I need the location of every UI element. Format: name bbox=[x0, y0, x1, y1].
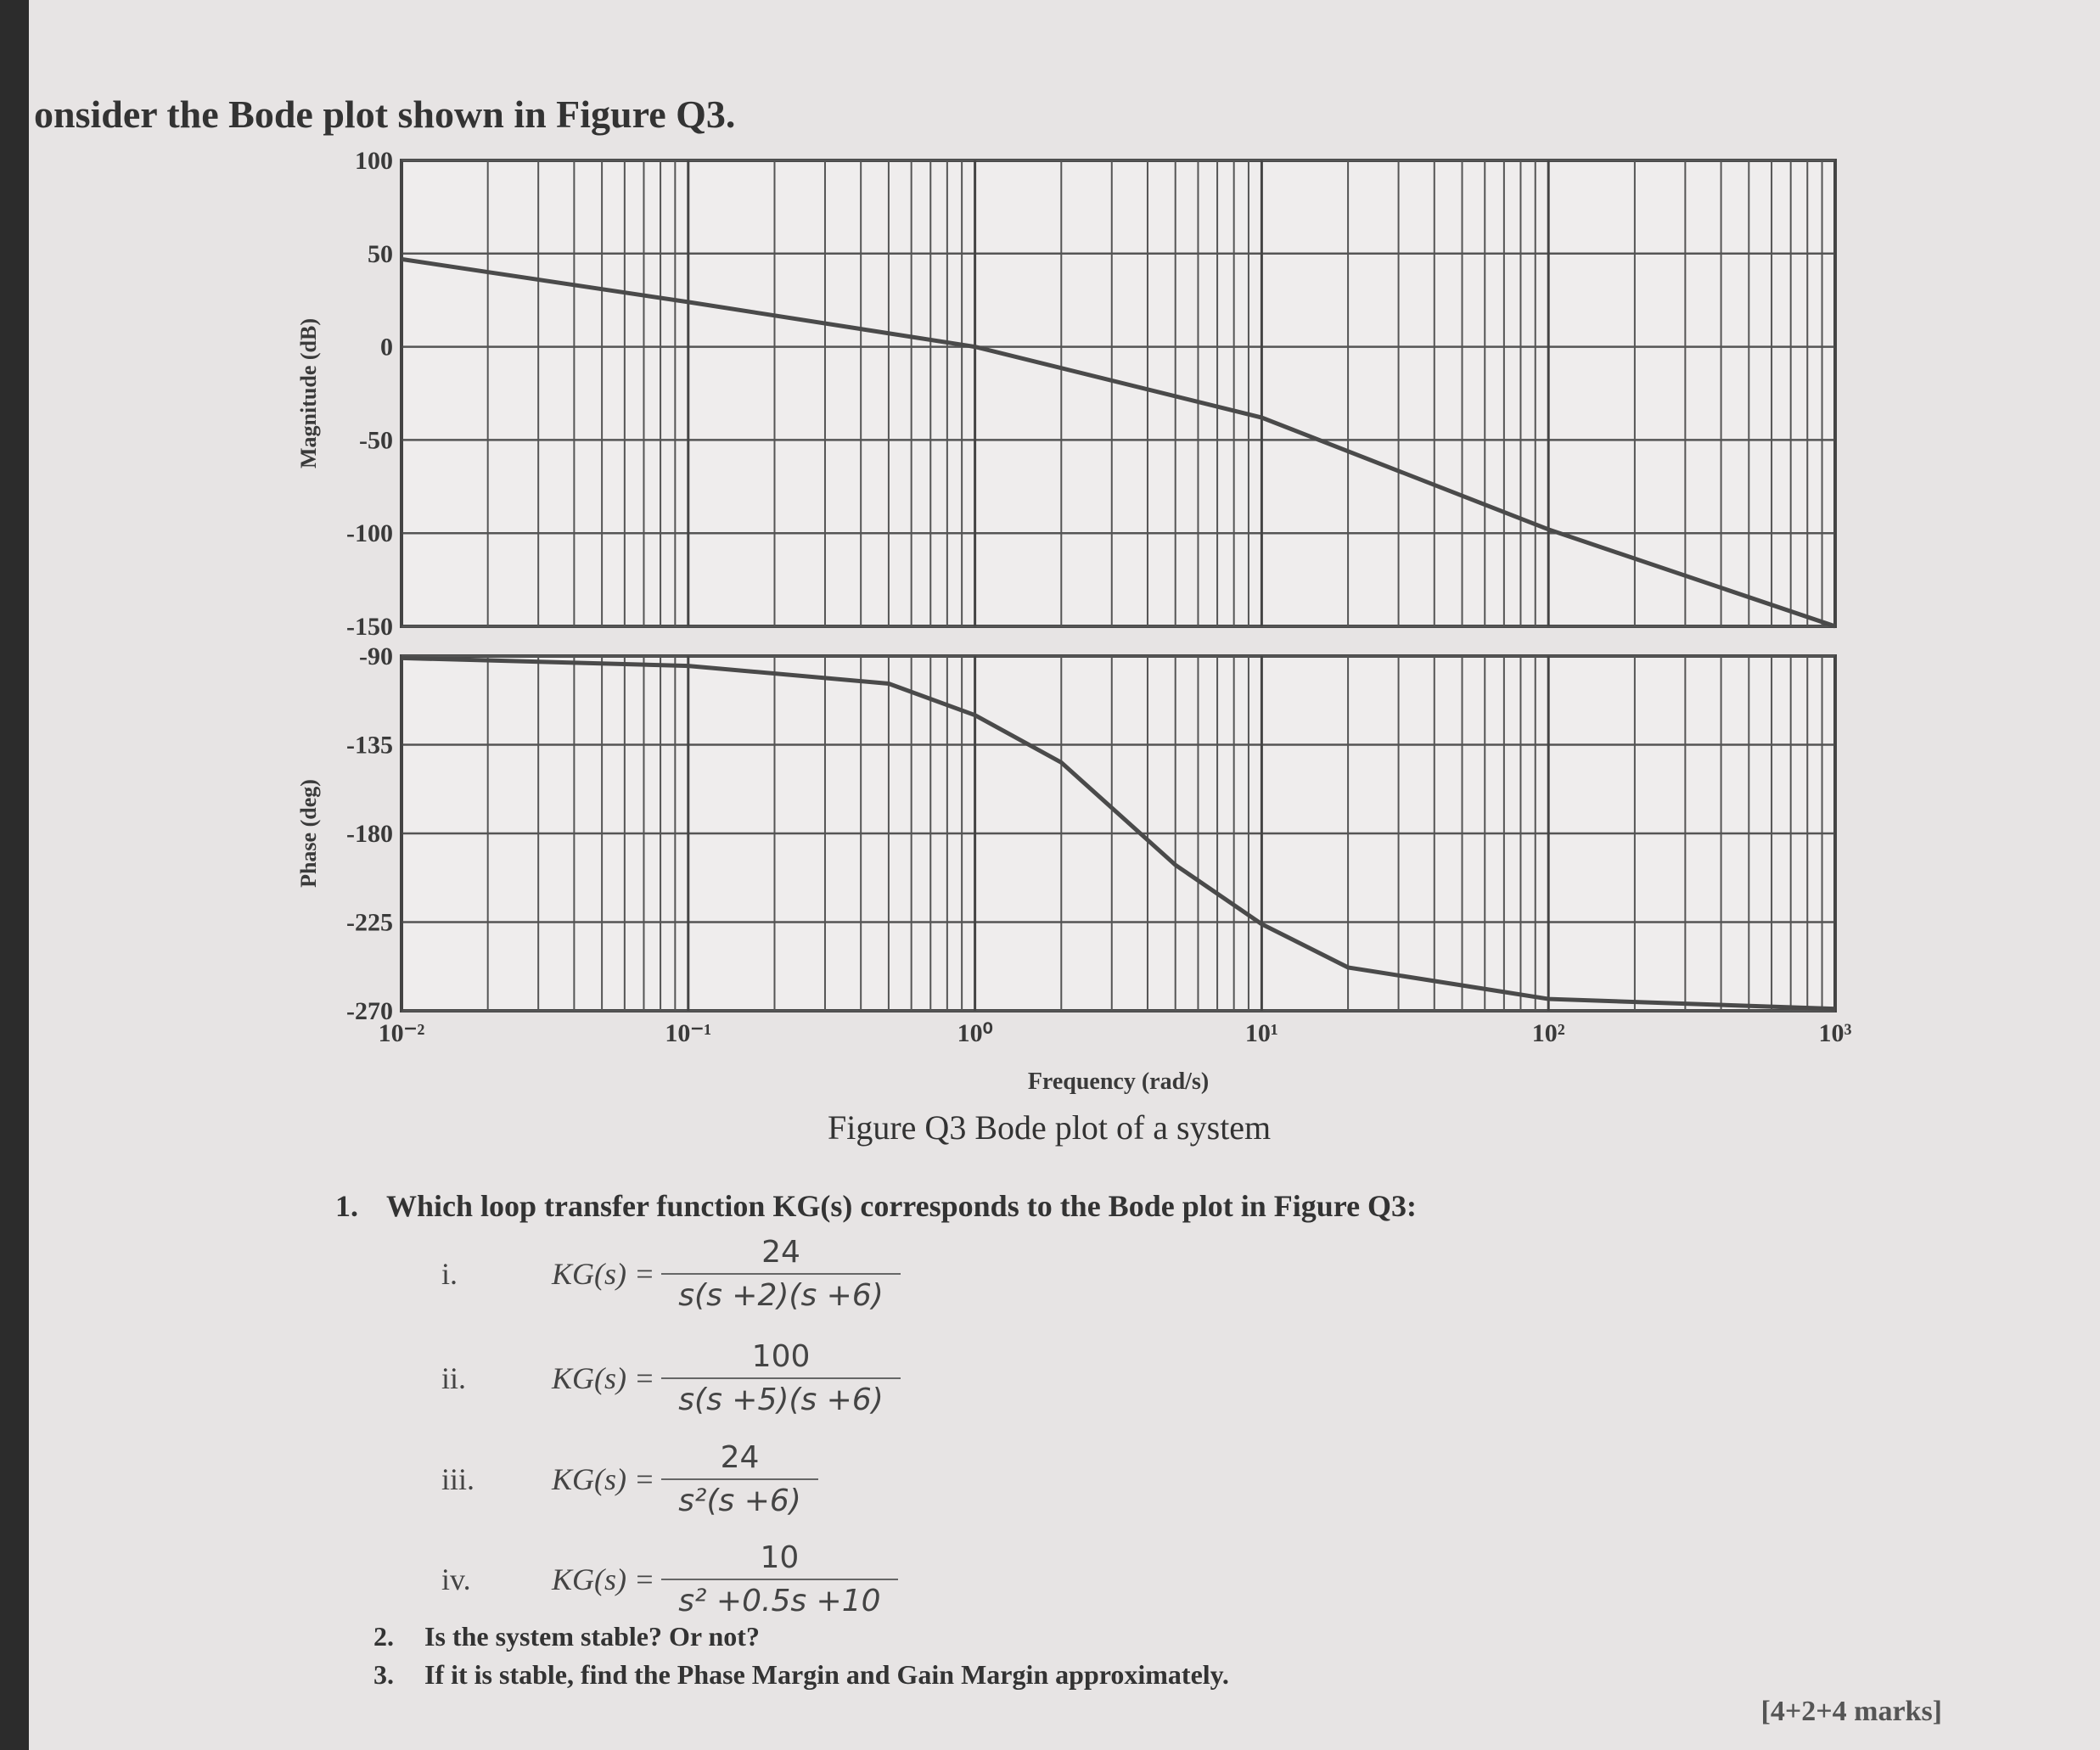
option: ii. KG(s) = 100 s(s +5)(s +6) bbox=[441, 1339, 901, 1417]
x-tick-label: 10³ bbox=[1819, 1019, 1852, 1047]
x-axis-label: Frequency (rad/s) bbox=[1028, 1069, 1209, 1095]
option: i. KG(s) = 24 s(s +2)(s +6) bbox=[441, 1235, 901, 1313]
y-tick-label: -90 bbox=[359, 642, 393, 670]
option-label: ii. bbox=[441, 1361, 467, 1395]
y-tick-label: -135 bbox=[346, 732, 393, 760]
y-tick-label: -150 bbox=[346, 613, 393, 641]
option-label: i. bbox=[441, 1257, 458, 1291]
option-label: iii. bbox=[441, 1462, 475, 1496]
option: iv. KG(s) = 10 s² +0.5s +10 bbox=[441, 1540, 898, 1618]
series-line bbox=[401, 655, 1836, 1012]
question-number: 3. bbox=[373, 1659, 394, 1690]
question-text: Which loop transfer function KG(s) corre… bbox=[386, 1189, 1418, 1223]
y-tick-label: 0 bbox=[380, 334, 393, 362]
y-tick-label: -180 bbox=[346, 820, 393, 848]
y-tick-label: -225 bbox=[346, 909, 393, 937]
x-tick-label: 10⁻² bbox=[379, 1019, 425, 1047]
intro: onsider the Bode plot shown in Figure Q3… bbox=[34, 93, 736, 136]
option: iii. KG(s) = 24 s²(s +6) bbox=[441, 1440, 818, 1518]
option-lhs: KG(s) = bbox=[552, 1257, 655, 1291]
screen-edge bbox=[0, 0, 29, 1750]
x-tick-label: 10¹ bbox=[1245, 1019, 1278, 1047]
x-tick-label: 10⁰ bbox=[957, 1019, 993, 1047]
option-lhs: KG(s) = bbox=[552, 1361, 655, 1395]
option-label: iv. bbox=[441, 1562, 471, 1596]
y-axis-label: Phase (deg) bbox=[296, 779, 321, 888]
numerator: 24 bbox=[761, 1235, 800, 1270]
x-tick-label: 10² bbox=[1532, 1019, 1565, 1047]
question-number: 2. bbox=[373, 1621, 394, 1652]
option-lhs: KG(s) = bbox=[552, 1462, 655, 1496]
marks: [4+2+4 marks] bbox=[1760, 1696, 1942, 1727]
denominator: s(s +2)(s +6) bbox=[661, 1273, 901, 1313]
fraction: 24 s²(s +6) bbox=[661, 1440, 818, 1518]
question-number: 1. bbox=[335, 1189, 358, 1223]
figure-caption: Figure Q3 Bode plot of a system bbox=[828, 1108, 1272, 1147]
numerator: 100 bbox=[751, 1339, 811, 1374]
x-tick-label: 10⁻¹ bbox=[665, 1019, 711, 1047]
question-text: Is the system stable? Or not? bbox=[424, 1621, 760, 1652]
option-lhs: KG(s) = bbox=[552, 1562, 655, 1596]
y-tick-label: 100 bbox=[355, 147, 393, 175]
y-tick-label: -270 bbox=[346, 997, 393, 1025]
plot-area bbox=[400, 159, 1837, 628]
numerator: 10 bbox=[760, 1540, 800, 1575]
fraction: 24 s(s +2)(s +6) bbox=[661, 1235, 901, 1313]
question-text: If it is stable, find the Phase Margin a… bbox=[424, 1659, 1229, 1690]
denominator: s²(s +6) bbox=[661, 1478, 818, 1518]
series-line bbox=[401, 256, 1836, 629]
y-tick-label: 50 bbox=[368, 240, 393, 268]
numerator: 24 bbox=[720, 1440, 760, 1475]
y-axis-label: Magnitude (dB) bbox=[296, 318, 321, 468]
fraction: 10 s² +0.5s +10 bbox=[661, 1540, 898, 1618]
denominator: s² +0.5s +10 bbox=[661, 1579, 898, 1618]
fraction: 100 s(s +5)(s +6) bbox=[661, 1339, 901, 1417]
y-tick-label: -100 bbox=[346, 519, 393, 547]
denominator: s(s +5)(s +6) bbox=[661, 1377, 901, 1417]
y-tick-label: -50 bbox=[359, 426, 393, 454]
